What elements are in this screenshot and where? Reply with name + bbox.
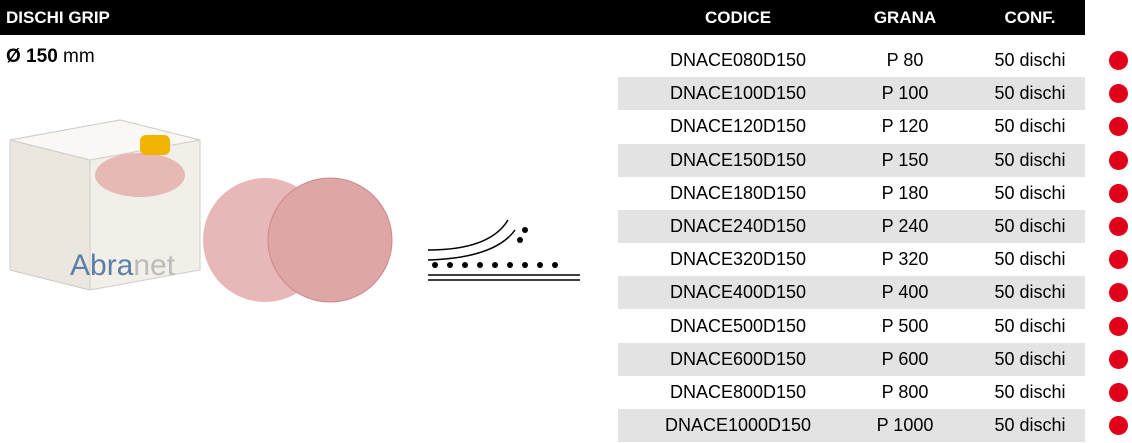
table-cell: 50 dischi <box>994 182 1066 203</box>
table-cell: P 100 <box>881 83 929 104</box>
status-dot <box>1109 84 1128 104</box>
status-dot <box>1109 283 1128 303</box>
table-cell: DNACE080D150 <box>669 50 807 70</box>
status-dot <box>1109 349 1128 369</box>
size: Ø 150 mm <box>6 46 95 68</box>
table-row: DNACE080D150 P 80 50 dischi <box>618 44 1085 77</box>
table-row: DNACE800D150 P 800 50 dischi <box>618 376 1085 409</box>
table-cell: P 150 <box>881 149 929 170</box>
table-cell: 50 dischi <box>994 282 1066 303</box>
table-cell: DNACE1000D150 <box>664 415 812 436</box>
status-dot <box>1109 150 1128 170</box>
table-cell: 50 dischi <box>994 415 1066 436</box>
table-cell: 50 dischi <box>994 216 1066 236</box>
column-header: GRANA <box>873 8 937 27</box>
table-row: DNACE150D150 P 150 50 dischi <box>618 143 1085 177</box>
table-cell: DNACE240D150 <box>669 216 807 236</box>
status-dot <box>1109 383 1128 402</box>
table-cell: P 800 <box>881 382 929 402</box>
table-cell: DNACE600D150 <box>669 348 807 369</box>
table-cell: P 120 <box>881 116 929 137</box>
table-cell: DNACE120D150 <box>669 116 807 137</box>
brand: Abranet <box>70 249 176 282</box>
column-header: CODICE <box>704 8 772 27</box>
header-bar <box>0 0 1085 35</box>
product-image: Abranet <box>9 119 580 303</box>
status-dot <box>1109 316 1128 336</box>
size-unit: mm <box>63 46 95 67</box>
table-row: DNACE180D150 P 180 50 dischi <box>618 176 1085 210</box>
status-dot <box>1109 183 1128 203</box>
table-cell: 50 dischi <box>994 83 1066 104</box>
table-cell: 50 dischi <box>994 149 1066 170</box>
table-cell: P 320 <box>881 249 929 270</box>
table-cell: DNACE500D150 <box>669 315 807 336</box>
table-row: DNACE1000D150 P 1000 50 dischi <box>618 409 1085 443</box>
status-dot <box>1109 51 1128 70</box>
table-row: DNACE320D150 P 320 50 dischi <box>618 243 1085 277</box>
table-cell: P 500 <box>881 315 929 336</box>
table-cell: P 240 <box>881 216 929 236</box>
table-cell: P 400 <box>881 282 929 303</box>
table-cell: DNACE800D150 <box>669 382 807 402</box>
table-row: DNACE100D150 P 100 50 dischi <box>618 77 1085 111</box>
table-row: DNACE240D150 P 240 50 dischi <box>618 210 1085 243</box>
status-dot <box>1109 217 1128 236</box>
table-cell: 50 dischi <box>994 50 1066 70</box>
table-cell: P 600 <box>881 348 929 369</box>
table-cell: 50 dischi <box>994 249 1066 270</box>
column-header: CONF. <box>1004 8 1056 27</box>
table-cell: 50 dischi <box>994 348 1066 369</box>
table-cell: DNACE150D150 <box>669 149 807 170</box>
table-cell: P 1000 <box>876 415 934 436</box>
size-value: Ø 150 <box>6 46 58 67</box>
table-cell: 50 dischi <box>994 382 1066 402</box>
table-cell: 50 dischi <box>994 315 1066 336</box>
table-cell: 50 dischi <box>994 116 1066 137</box>
table-cell: P 180 <box>881 182 929 203</box>
header-title: DISCHI GRIP <box>6 8 110 27</box>
table-row: DNACE400D150 P 400 50 dischi <box>618 276 1085 310</box>
table-cell: DNACE320D150 <box>669 249 807 270</box>
table-row: DNACE600D150 P 600 50 dischi <box>618 342 1085 376</box>
table-cell: DNACE180D150 <box>669 182 807 203</box>
status-dot <box>1109 250 1128 270</box>
table-cell: P 80 <box>886 50 924 70</box>
table-cell: DNACE100D150 <box>669 83 807 104</box>
table-row: DNACE120D150 P 120 50 dischi <box>618 110 1085 144</box>
table-cell: DNACE400D150 <box>669 282 807 303</box>
table-row: DNACE500D150 P 500 50 dischi <box>618 309 1085 343</box>
status-dot <box>1109 117 1128 137</box>
status-dot <box>1109 416 1128 436</box>
